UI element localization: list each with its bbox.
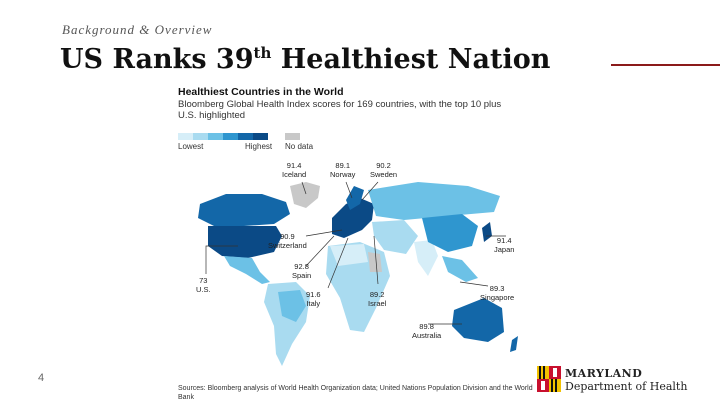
label-value: 89.1 [335,161,351,170]
middle-east-shape [372,220,418,254]
china-shape [422,214,478,252]
usa-shape [208,226,282,258]
logo-line2: Department of Health [565,380,688,393]
label-country: Israel [368,299,387,308]
label-country: Iceland [282,170,307,179]
title-rule [611,64,720,66]
logo-line1: MARYLAND [565,367,643,380]
label-country: Norway [330,170,356,179]
title-superscript: th [253,44,272,62]
north-africa-shape [330,244,368,266]
world-map [198,181,518,366]
label-singapore: 89.3 Singapore [480,284,514,302]
page-number: 4 [38,372,45,384]
greenland-shape [290,182,320,208]
label-value: 90.9 [280,232,295,241]
russia-shape [368,182,500,220]
label-italy: 91.6 Italy [306,290,321,308]
label-sweden: 90.2 Sweden [370,161,397,179]
label-value: 73 [199,276,208,285]
logo-text: MARYLAND Department of Health [565,367,687,393]
australia-shape [452,298,504,342]
label-country: Singapore [480,293,515,302]
label-iceland: 91.4 Iceland [282,161,306,179]
maryland-health-logo: MARYLAND Department of Health [537,364,717,398]
label-value: 90.2 [376,161,391,170]
label-australia: 89.8 Australia [412,322,441,340]
label-spain: 92.8 Spain [292,262,311,280]
legend-highest: Highest [245,142,273,151]
label-value: 89.8 [419,322,434,331]
legend-swatch [253,133,268,140]
india-shape [414,240,438,276]
label-value: 89.3 [489,284,505,293]
label-value: 91.4 [286,161,302,170]
legend-swatch [193,133,208,140]
title-rest: Healthiest Nation [271,44,551,75]
title-main: US Ranks 39 [60,44,254,75]
label-country: Sweden [370,170,398,179]
continents [198,182,518,366]
japan-shape [482,222,492,242]
legend-nodata: No data [285,142,314,151]
label-value: 92.8 [294,262,309,271]
figure-title: Healthiest Countries in the World [178,86,344,98]
label-japan: 91.4 Japan [494,236,514,254]
label-country: Japan [494,245,515,254]
se-asia-shape [442,256,478,282]
new-zealand-shape [510,336,518,352]
label-country: Italy [306,299,321,308]
europe-shape [332,198,374,238]
legend-lowest: Lowest [178,142,204,151]
label-norway: 89.1 Norway [330,161,355,179]
label-switzerland: 90.9 Switzerland [268,232,307,250]
legend-swatch [178,133,193,140]
label-country: Switzerland [268,241,307,250]
legend-swatch [223,133,238,140]
label-value: 89.2 [369,290,385,299]
figure-source: Sources: Bloomberg analysis of World Hea… [178,385,533,401]
leader-lines [205,181,506,325]
scandinavia-shape [346,186,364,210]
maryland-flag-icon [537,366,561,392]
label-israel: 89.2 Israel [368,290,386,308]
label-country: Australia [412,331,442,340]
label-country: Spain [292,271,312,280]
sahara-nodata-shape [368,252,382,272]
slide-title: US Ranks 39th Healthiest Nation [60,44,550,75]
label-value: 91.4 [496,236,512,245]
figure-subtitle: Bloomberg Global Health Index scores for… [178,99,502,121]
legend-swatch-nodata [285,133,300,140]
section-kicker: Background & Overview [62,22,213,37]
legend-swatch [208,133,223,140]
brazil-shape [278,290,306,322]
label-country: U.S. [196,285,211,294]
legend-swatch [238,133,253,140]
label-value: 91.6 [306,290,321,299]
health-map-figure: Healthiest Countries in the World Bloomb… [178,86,533,405]
canada-shape [198,194,290,226]
mexico-shape [224,256,270,284]
label-us: 73 U.S. [196,276,211,294]
